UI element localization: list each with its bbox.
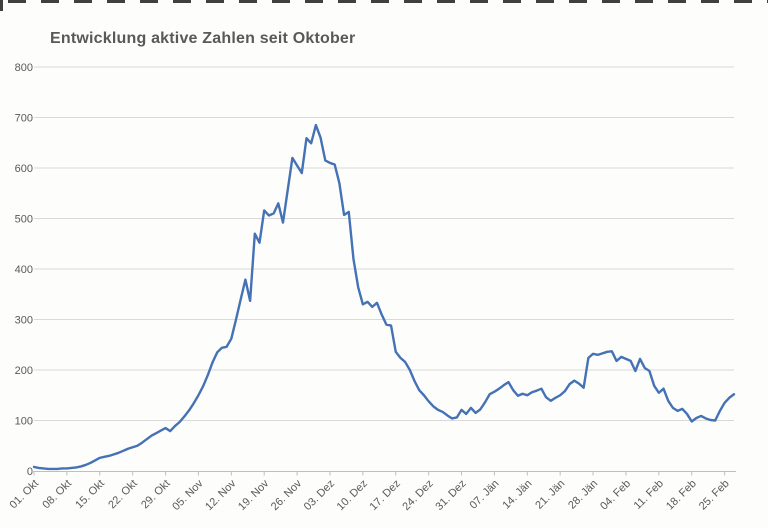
- x-axis-label: 04. Feb: [598, 478, 633, 513]
- x-axis-label: 11. Feb: [632, 478, 666, 512]
- x-axis-label: 07. Jän: [468, 478, 502, 512]
- x-axis-label: 03. Dez: [302, 478, 337, 513]
- x-axis-label: 28. Jän: [566, 478, 600, 512]
- x-axis-label: 24. Dez: [400, 478, 435, 513]
- y-axis-label: 200: [15, 365, 33, 377]
- y-axis-label: 500: [15, 214, 33, 226]
- y-axis-label: 100: [15, 416, 33, 428]
- x-axis-label: 25. Feb: [697, 478, 732, 513]
- chart-title: Entwicklung aktive Zahlen seit Oktober: [50, 30, 356, 47]
- y-axis-label: 800: [15, 62, 33, 74]
- x-axis-label: 10. Dez: [335, 478, 370, 513]
- x-axis-label: 26. Nov: [269, 477, 305, 513]
- x-axis-label: 19. Nov: [236, 477, 272, 513]
- x-axis-label: 01. Okt: [8, 478, 42, 512]
- x-axis-label: 15. Okt: [73, 478, 107, 512]
- y-axis-label: 0: [27, 466, 33, 478]
- top-edge-dashes: [8, 0, 768, 3]
- y-axis-label: 700: [15, 113, 33, 125]
- x-axis-label: 17. Dez: [368, 478, 403, 513]
- x-axis-label: 12. Nov: [203, 477, 239, 513]
- x-axis-label: 14. Jän: [500, 478, 534, 512]
- x-axis-label: 29. Okt: [139, 478, 173, 512]
- left-edge-mark: [0, 0, 3, 11]
- x-axis-label: 08. Okt: [40, 478, 74, 512]
- data-series-line: [32, 123, 736, 471]
- x-axis-label: 05. Nov: [170, 477, 206, 513]
- y-axis-label: 400: [15, 264, 33, 276]
- y-axis-label: 300: [15, 315, 33, 327]
- x-axis-label: 22. Okt: [106, 478, 140, 512]
- x-axis-label: 21. Jän: [533, 478, 567, 512]
- y-axis-label: 600: [15, 163, 33, 175]
- x-axis-label: 18. Feb: [664, 478, 699, 513]
- x-axis-label: 31. Dez: [433, 478, 468, 513]
